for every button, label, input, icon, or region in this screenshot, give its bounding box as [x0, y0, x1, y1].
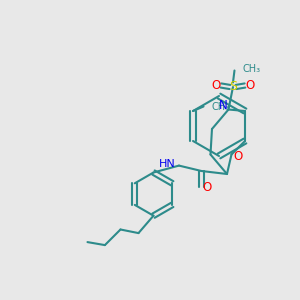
Text: O: O — [202, 181, 212, 194]
Text: S: S — [229, 80, 237, 94]
Text: N: N — [219, 99, 227, 112]
Text: HN: HN — [159, 159, 176, 169]
Text: CH₃: CH₃ — [212, 101, 230, 112]
Text: O: O — [233, 150, 243, 164]
Text: CH₃: CH₃ — [243, 64, 261, 74]
Text: O: O — [246, 79, 255, 92]
Text: O: O — [211, 79, 220, 92]
